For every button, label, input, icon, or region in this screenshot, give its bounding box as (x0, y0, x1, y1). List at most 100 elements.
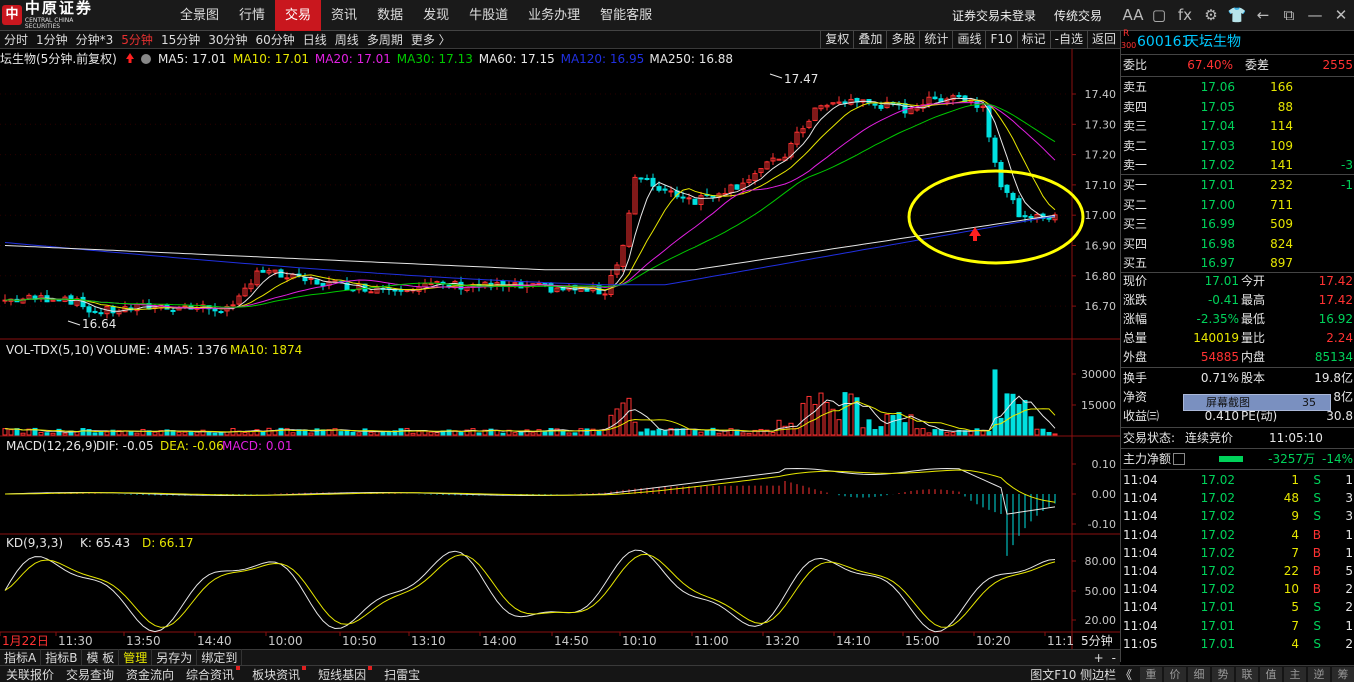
period-6[interactable]: 60分钟 (255, 33, 295, 47)
fx-icon[interactable]: fx (1177, 6, 1193, 24)
quick-panel-4[interactable]: 联 (1236, 666, 1258, 682)
volume-bar (668, 428, 674, 436)
status-tab-6[interactable]: 扫雷宝 (384, 667, 421, 682)
volume-bar (776, 419, 782, 436)
tick-time: 11:04 (1123, 527, 1158, 542)
min-price-pointer (67, 320, 81, 326)
quick-panel-6[interactable]: 主 (1284, 666, 1306, 682)
gear-icon[interactable]: ⚙ (1204, 6, 1218, 24)
volume-bar (44, 432, 50, 436)
indicator-tab-4[interactable]: 另存为 (152, 649, 198, 666)
period-10[interactable]: 更多 〉 (410, 33, 451, 47)
sidebar-toggle[interactable]: 图文F10 侧边栏 《 (1030, 667, 1132, 682)
quick-panel-1[interactable]: 价 (1164, 666, 1186, 682)
tick-volume: 10 (1283, 582, 1299, 597)
zoom-out-button[interactable]: - (1111, 650, 1116, 665)
trade-mode-link[interactable]: 传统交易 (1053, 9, 1102, 23)
chart-area[interactable]: 17.40 17.30 17.20 17.10 17.00 16.90 16.80 16.70… (0, 49, 1120, 649)
indicator-tab-5[interactable]: 绑定到 (197, 649, 243, 666)
logo-mark: 中 (2, 5, 22, 25)
minimize-icon[interactable]: — (1307, 6, 1323, 24)
window-icon[interactable]: ▢ (1151, 6, 1167, 24)
quick-panel-7[interactable]: 逆 (1308, 666, 1330, 682)
volume-bar (128, 431, 134, 436)
menu-item-3[interactable]: 资讯 (331, 8, 358, 23)
status-tab-3[interactable]: 综合资讯 (180, 665, 246, 682)
status-tab-4[interactable]: 板块资讯 (246, 665, 312, 682)
menu-item-1[interactable]: 行情 (239, 8, 266, 23)
login-status-link[interactable]: 证券交易未登录 (951, 9, 1036, 23)
menu-item-7[interactable]: 业务办理 (528, 8, 581, 23)
quick-panel-2[interactable]: 细 (1188, 666, 1210, 682)
time-label: 10:10 (622, 634, 657, 648)
stat-label-2: 最高 (1241, 293, 1266, 307)
menu-item-6[interactable]: 牛股道 (469, 8, 509, 23)
tool-button-5[interactable]: F10 (985, 30, 1016, 49)
tool-button-0[interactable]: 复权 (820, 30, 853, 49)
tool-button-3[interactable]: 统计 (919, 30, 952, 49)
period-7[interactable]: 日线 (302, 33, 327, 47)
tool-button-8[interactable]: 返回 (1086, 30, 1120, 49)
menu-item-0[interactable]: 全景图 (180, 8, 220, 23)
menu-item-4[interactable]: 数据 (377, 8, 404, 23)
volume-bar (1016, 404, 1022, 436)
k-line (4, 549, 1056, 633)
period-0[interactable]: 分时 (4, 33, 29, 47)
status-tab-2[interactable]: 资金流向 (126, 667, 175, 682)
close-icon[interactable]: ✕ (1334, 6, 1348, 24)
volume-bar (272, 430, 278, 436)
menu-item-8[interactable]: 智能客服 (600, 8, 653, 23)
status-tab-0[interactable]: 关联报价 (6, 667, 55, 682)
quick-panel-3[interactable]: 势 (1212, 666, 1234, 682)
candle-body (668, 190, 674, 193)
period-3[interactable]: 5分钟 (121, 33, 153, 47)
font-size-icon[interactable]: AA (1122, 6, 1144, 24)
period-4[interactable]: 15分钟 (160, 33, 201, 47)
period-5[interactable]: 30分钟 (208, 33, 248, 47)
volume-bar (428, 431, 434, 436)
period-9[interactable]: 多周期 (366, 33, 403, 47)
volume-bar (308, 432, 314, 436)
restore-icon[interactable]: ⧉ (1283, 6, 1295, 24)
candle-body (1028, 216, 1034, 219)
zoom-in-button[interactable]: + (1093, 650, 1104, 665)
indicator-tab-2[interactable]: 模 板 (82, 649, 120, 666)
period-1[interactable]: 1分钟 (36, 33, 68, 47)
volume-bar (884, 413, 890, 436)
tool-button-7[interactable]: -自选 (1049, 30, 1087, 49)
flow-menu-icon[interactable] (1173, 453, 1185, 465)
y-axis-label: 17.30 (1085, 118, 1117, 131)
tool-button-4[interactable]: 画线 (952, 30, 985, 49)
status-tab-5[interactable]: 短线基因 (312, 665, 378, 682)
menu-item-5[interactable]: 发现 (423, 8, 450, 23)
period-2[interactable]: 分钟*3 (75, 33, 114, 47)
fund-label: 换手 (1123, 371, 1148, 385)
quick-panel-5[interactable]: 值 (1260, 666, 1282, 682)
tool-button-1[interactable]: 叠加 (853, 30, 886, 49)
indicator-tab-3[interactable]: 管理 (119, 649, 153, 666)
stat-value-2: 2.24 (1326, 331, 1353, 345)
menu-item-2[interactable]: 交易 (275, 0, 322, 31)
back-icon[interactable]: ← (1256, 6, 1270, 24)
volume-bar (50, 432, 56, 436)
volume-bar (536, 429, 542, 436)
tool-button-2[interactable]: 多股 (886, 30, 919, 49)
candle-body (308, 277, 314, 280)
volume-title: VOL-TDX(5,10) (6, 343, 94, 357)
screenshot-popup[interactable]: 屏幕截图 35 (1183, 394, 1331, 411)
candle-body (740, 182, 746, 191)
volume-legend-2: MA10: 1874 (230, 343, 302, 357)
indicator-tab-0[interactable]: 指标A (0, 649, 42, 666)
quick-panel-0[interactable]: 重 (1140, 666, 1162, 682)
tool-button-6[interactable]: 标记 (1016, 30, 1050, 49)
period-8[interactable]: 周线 (334, 33, 359, 47)
quick-panel-8[interactable]: 筹 (1332, 666, 1354, 682)
shirt-icon[interactable]: 👕 (1227, 6, 1247, 24)
bid-change: -1 (1341, 178, 1353, 192)
period-selector: 分时 1分钟 分钟*3 5分钟 15分钟 30分钟 60分钟 日线 周线 多周期 更多 〉 (0, 31, 455, 49)
settings-dot-icon[interactable] (141, 54, 151, 64)
status-tab-1[interactable]: 交易查询 (66, 667, 115, 682)
indicator-tab-1[interactable]: 指标B (41, 649, 83, 666)
min-price-label: 16.64 (82, 317, 116, 331)
volume-bar (458, 431, 464, 436)
